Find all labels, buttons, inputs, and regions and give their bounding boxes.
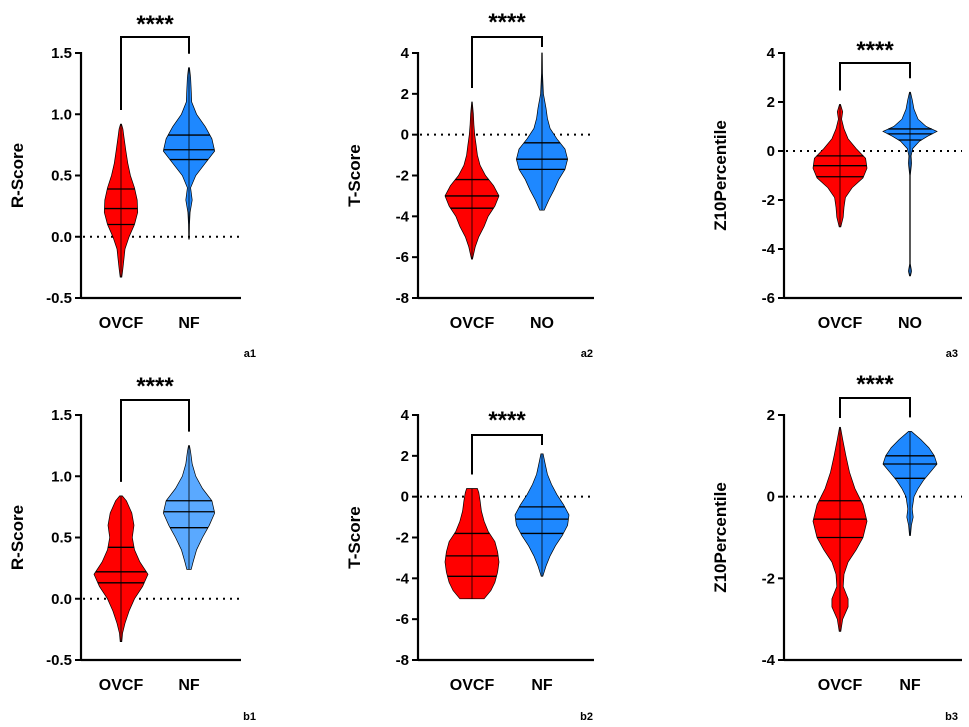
b1-panel-label: b1	[243, 711, 256, 723]
a3-panel-label: a3	[946, 348, 958, 360]
a1-y-tick-label: -0.5	[46, 290, 72, 307]
a1-category-label: NF	[178, 315, 200, 332]
b3-y-tick-label: -2	[762, 570, 775, 587]
a2-y-tick-label: -4	[396, 208, 410, 225]
b3-y-tick-label: 2	[767, 407, 775, 424]
a2-y-tick-label: 4	[401, 45, 410, 62]
a2-significance-bracket	[471, 36, 543, 88]
b2-y-tick-label: -8	[396, 652, 409, 669]
b2-panel-label: b2	[580, 711, 593, 723]
b1-category-label: OVCF	[99, 677, 144, 694]
b2-y-tick-label: 2	[401, 448, 409, 465]
b1-y-tick-label: 1.0	[51, 468, 72, 485]
a1-y-tick-label: 1.0	[51, 106, 72, 123]
b2-category-label: OVCF	[450, 677, 495, 694]
b3-significance-bracket	[839, 397, 911, 418]
a1-y-tick-label: 0.0	[51, 229, 72, 246]
a2-panel-label: a2	[581, 348, 593, 360]
b3-category-label: OVCF	[818, 677, 863, 694]
b1-y-tick-label: 0.5	[51, 530, 72, 547]
a1-category-label: OVCF	[99, 315, 144, 332]
b1-y-tick-label: 1.5	[51, 407, 72, 424]
a1-significance-label: ****	[136, 11, 174, 38]
a1-panel-label: a1	[244, 348, 256, 360]
a3-y-axis-label: Z10Percentile	[711, 120, 730, 231]
b2-significance-bracket	[471, 434, 543, 475]
a3-y-tick-label: 0	[767, 143, 775, 160]
a1-significance-bracket	[120, 36, 190, 111]
a2-category-label: NO	[530, 315, 554, 332]
b2-category-label: NF	[531, 677, 553, 694]
b3-y-tick-label: 0	[767, 489, 775, 506]
a2-y-tick-label: -2	[396, 168, 409, 185]
b2-y-axis-label: T-Score	[345, 506, 364, 568]
b2-y-tick-label: 4	[401, 407, 410, 424]
a2-y-tick-label: -8	[396, 290, 409, 307]
a2-y-tick-label: -6	[396, 249, 409, 266]
a3-significance-label: ****	[856, 37, 894, 64]
b3-y-tick-label: -4	[762, 652, 776, 669]
b1-significance-bracket	[120, 399, 190, 482]
b3-significance-label: ****	[856, 371, 894, 398]
a2-significance-label: ****	[488, 9, 526, 36]
a3-y-tick-label: -2	[762, 192, 775, 209]
b1-y-axis-label: R-Score	[8, 505, 27, 570]
b2-y-tick-label: 0	[401, 489, 409, 506]
a3-y-tick-label: 4	[767, 45, 776, 62]
b3-category-label: NF	[899, 677, 921, 694]
b1-y-tick-label: -0.5	[46, 652, 72, 669]
b1-category-label: NF	[178, 677, 200, 694]
a3-category-label: OVCF	[818, 315, 863, 332]
a1-y-tick-label: 1.5	[51, 45, 72, 62]
a3-category-label: NO	[898, 315, 922, 332]
b2-y-tick-label: -6	[396, 611, 409, 628]
b3-y-axis-label: Z10Percentile	[711, 482, 730, 593]
a2-y-axis-label: T-Score	[345, 144, 364, 206]
a3-y-tick-label: 2	[767, 94, 775, 111]
a3-y-tick-label: -6	[762, 290, 775, 307]
a2-category-label: OVCF	[450, 315, 495, 332]
a3-y-tick-label: -4	[762, 241, 776, 258]
a1-y-tick-label: 0.5	[51, 168, 72, 185]
a1-y-axis-label: R-Score	[8, 143, 27, 208]
a2-y-tick-label: 2	[401, 86, 409, 103]
b3-panel-label: b3	[945, 711, 958, 723]
b2-y-tick-label: -4	[396, 570, 410, 587]
a3-significance-bracket	[839, 62, 911, 91]
b2-y-tick-label: -2	[396, 530, 409, 547]
b1-significance-label: ****	[136, 373, 174, 400]
b2-significance-label: ****	[488, 407, 526, 434]
b1-y-tick-label: 0.0	[51, 591, 72, 608]
a2-y-tick-label: 0	[401, 127, 409, 144]
